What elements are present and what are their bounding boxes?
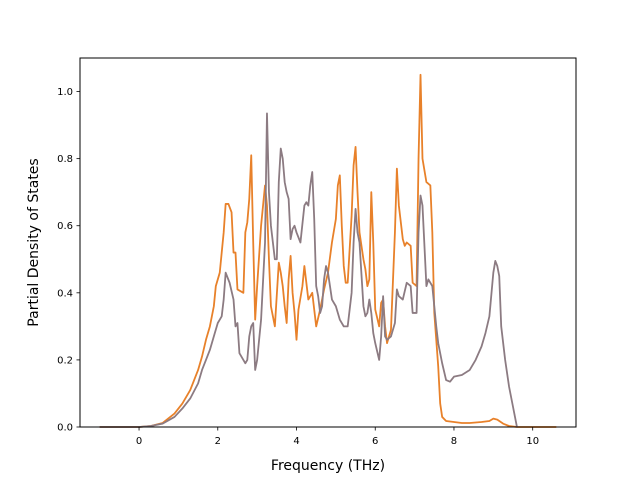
y-axis: 0.0 0.2 0.4 0.6 0.8 1.0: [57, 87, 80, 434]
series-layer: [99, 73, 557, 428]
axes-frame: [79, 57, 577, 428]
x-axis: 0 2 4 6 8 10: [136, 427, 539, 447]
y-tick-label: 0.0: [57, 423, 73, 434]
x-tick-label: 10: [526, 436, 539, 447]
x-tick-label: 2: [215, 436, 221, 447]
x-tick-label: 8: [451, 436, 457, 447]
y-tick-label: 0.2: [57, 355, 73, 366]
x-tick-label: 0: [136, 436, 142, 447]
x-tick-label: 4: [293, 436, 299, 447]
x-axis-label: Frequency (THz): [271, 458, 385, 474]
series-line-1: [99, 73, 557, 428]
x-tick-label: 6: [372, 436, 378, 447]
y-tick-label: 0.4: [57, 288, 73, 299]
y-tick-label: 0.8: [57, 154, 73, 165]
series-line-2: [99, 112, 518, 428]
y-tick-label: 1.0: [57, 87, 73, 98]
y-axis-label: Partial Density of States: [26, 158, 42, 326]
y-tick-label: 0.6: [57, 221, 73, 232]
